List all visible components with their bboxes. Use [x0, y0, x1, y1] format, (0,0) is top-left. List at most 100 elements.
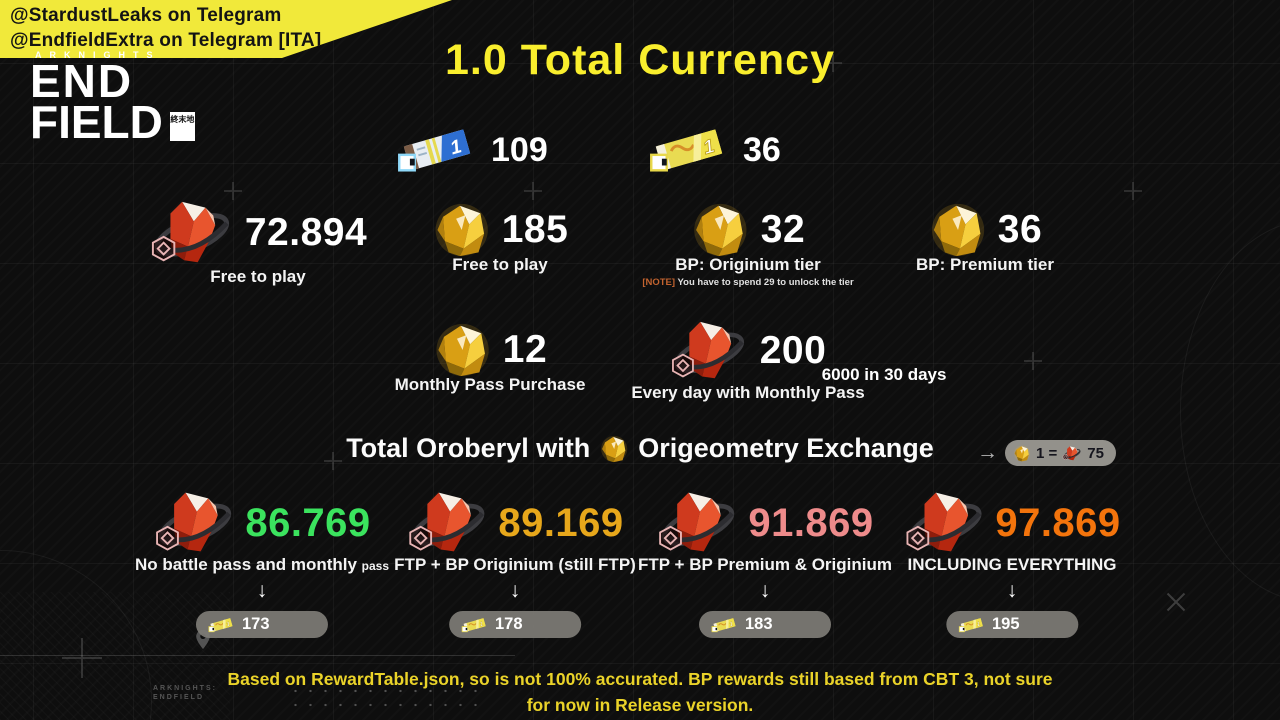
exchange-title-post: Origeometry Exchange	[638, 433, 934, 463]
disclaimer-line1: Based on RewardTable.json, so is not 100…	[227, 669, 1053, 689]
exchange-rate-pill: 1 = 75	[1005, 440, 1116, 466]
oroberyl-red-gem-icon	[149, 196, 235, 270]
exchange-rate-right: 75	[1087, 444, 1104, 462]
map-line	[0, 655, 515, 656]
pull-count-pill: 183	[699, 611, 831, 638]
pull-count-pill: 173	[195, 611, 328, 638]
yellow-pull-ticket-icon	[208, 615, 235, 635]
yellow-pull-ticket-icon	[711, 615, 738, 635]
total-cell-everything: 97.869 INCLUDING EVERYTHING ↓ 195	[903, 487, 1120, 638]
currency-value: 36	[997, 208, 1043, 251]
currency-label: BP: Premium tier	[916, 255, 1054, 274]
oroberyl-red-gem-icon	[1062, 445, 1082, 462]
total-value: 89.169	[498, 500, 624, 545]
yellow-ticket-cell: 36	[648, 120, 781, 180]
right-arrow-icon: →	[977, 441, 998, 464]
origeometry-gold-gem-icon	[599, 435, 629, 463]
currency-value: 12	[502, 328, 548, 371]
blue-pull-ticket-icon	[396, 120, 478, 180]
origeometry-gold-gem-icon	[928, 202, 988, 258]
plus-mark	[524, 182, 542, 200]
exchange-rate-left: 1 =	[1036, 444, 1058, 462]
logo-brand-text: ARKNIGHTS	[35, 50, 161, 60]
total-label: INCLUDING EVERYTHING	[907, 555, 1117, 574]
total-cell-no-bp: 86.769 No battle pass and monthly pass ↓…	[135, 487, 389, 638]
down-arrow-icon: ↓	[256, 579, 268, 602]
pull-count: 178	[495, 615, 523, 633]
logo-line1: END	[30, 55, 134, 107]
total-label: No battle pass and monthly pass	[134, 555, 390, 574]
total-label: FTP + BP Premium & Originium	[638, 555, 892, 574]
telegram-credit-1: @StardustLeaks on Telegram	[10, 5, 282, 26]
total-value: 86.769	[245, 500, 371, 545]
down-arrow-icon: ↓	[509, 579, 521, 602]
plus-mark	[1024, 352, 1042, 370]
logo-line2-row: FIELD 終末地	[30, 96, 195, 148]
page-title: 1.0 Total Currency	[445, 36, 835, 84]
yellow-ticket-count: 36	[743, 130, 781, 169]
pull-count-pill: 195	[946, 611, 1078, 638]
down-arrow-icon: ↓	[1006, 579, 1018, 602]
blue-ticket-cell: 109	[396, 120, 548, 180]
pull-count-pill: 178	[449, 611, 581, 638]
currency-cell-monthly-pass: 12 Monthly Pass Purchase	[394, 322, 586, 395]
note-tag: [NOTE]	[642, 277, 676, 288]
total-cell-bp-originium: 89.169 FTP + BP Originium (still FTP) ↓ …	[394, 487, 636, 638]
down-arrow-icon: ↓	[759, 579, 771, 602]
currency-cell-bp-originium: 32 BP: Originium tier [NOTE] You have to…	[642, 202, 854, 288]
total-value: 91.869	[748, 500, 874, 545]
currency-label: Every day with Monthly Pass	[631, 383, 865, 402]
oroberyl-red-gem-icon	[406, 487, 490, 559]
currency-subtext: 6000 in 30 days	[821, 365, 947, 384]
currency-cell-ftp-oroberyl: 72.894 Free to play	[149, 196, 367, 287]
total-label: FTP + BP Originium (still FTP)	[394, 555, 636, 574]
origeometry-gold-gem-icon	[691, 202, 751, 258]
currency-label: Monthly Pass Purchase	[394, 375, 586, 394]
plus-mark	[824, 54, 842, 72]
yellow-pull-ticket-icon	[461, 615, 488, 635]
disclaimer: Based on RewardTable.json, so is not 100…	[0, 666, 1280, 718]
logo-line2: FIELD	[30, 96, 163, 148]
total-label-small: pass	[361, 559, 390, 573]
disclaimer-line2: for now in Release version.	[526, 695, 754, 715]
origeometry-gold-gem-icon	[432, 202, 492, 258]
pull-count: 195	[992, 615, 1020, 633]
exchange-heading: Total Oroberyl with Origeometry Exchange	[346, 433, 934, 464]
origeometry-gold-gem-icon	[433, 322, 493, 378]
pull-count: 183	[745, 615, 773, 633]
exchange-title-pre: Total Oroberyl with	[346, 433, 591, 463]
currency-cell-ftp-origeometry: 185 Free to play	[432, 202, 569, 275]
map-watermark: ARKNIGHTS: ENDFIELD	[153, 685, 217, 701]
note-text: You have to spend 29 to unlock the tier	[677, 277, 854, 288]
currency-label: Free to play	[210, 267, 306, 286]
currency-value: 72.894	[244, 211, 368, 254]
currency-cell-bp-premium: 36 BP: Premium tier	[916, 202, 1054, 275]
currency-label: Free to play	[452, 255, 548, 274]
origeometry-gold-gem-icon	[1013, 445, 1031, 462]
pull-count: 173	[241, 615, 270, 633]
currency-value: 185	[501, 208, 569, 251]
total-value: 97.869	[995, 500, 1121, 545]
plus-mark	[224, 182, 242, 200]
currency-cell-daily-oroberyl: 200 6000 in 30 days Every day with Month…	[631, 316, 946, 403]
plus-mark-large	[62, 638, 102, 678]
dot-grid	[288, 684, 483, 712]
yellow-pull-ticket-icon	[958, 615, 985, 635]
yellow-pull-ticket-icon	[648, 120, 730, 180]
logo-square: 終末地	[169, 112, 195, 141]
currency-value: 32	[760, 208, 806, 251]
plus-mark	[324, 452, 342, 470]
oroberyl-red-gem-icon	[903, 487, 987, 559]
logo-cjk-text: 終末地	[170, 115, 195, 124]
total-cell-bp-premium: 91.869 FTP + BP Premium & Originium ↓ 18…	[638, 487, 892, 638]
blue-ticket-count: 109	[491, 130, 548, 169]
oroberyl-red-gem-icon	[656, 487, 740, 559]
currency-label: BP: Originium tier	[675, 255, 821, 274]
telegram-credit-2: @EndfieldExtra on Telegram [ITA]	[10, 30, 322, 51]
plus-mark	[1124, 182, 1142, 200]
currency-note: [NOTE] You have to spend 29 to unlock th…	[642, 277, 853, 288]
endfield-logo: ARKNIGHTS END FIELD 終末地	[30, 50, 195, 148]
